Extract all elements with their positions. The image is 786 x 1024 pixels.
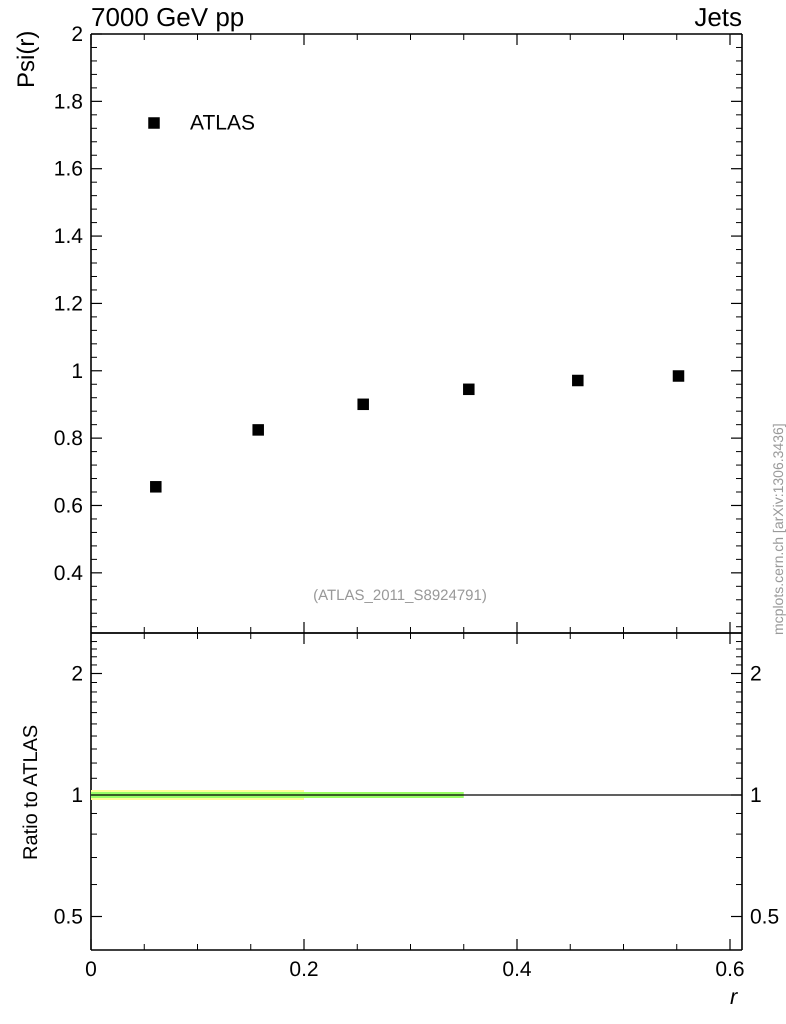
svg-text:2: 2 bbox=[71, 663, 83, 686]
svg-text:(ATLAS_2011_S8924791): (ATLAS_2011_S8924791) bbox=[313, 587, 487, 604]
svg-text:0.5: 0.5 bbox=[750, 906, 779, 929]
svg-text:0.8: 0.8 bbox=[54, 427, 83, 450]
svg-text:1: 1 bbox=[71, 784, 83, 807]
svg-text:ATLAS: ATLAS bbox=[190, 112, 255, 135]
svg-text:0.6: 0.6 bbox=[54, 494, 83, 517]
svg-text:0: 0 bbox=[85, 958, 97, 981]
svg-text:1.4: 1.4 bbox=[54, 225, 84, 248]
svg-text:2: 2 bbox=[71, 23, 83, 46]
svg-text:0.2: 0.2 bbox=[289, 958, 318, 981]
svg-text:2: 2 bbox=[750, 663, 762, 686]
svg-text:0.4: 0.4 bbox=[54, 562, 84, 585]
svg-text:1: 1 bbox=[750, 784, 762, 807]
svg-text:0.4: 0.4 bbox=[502, 958, 532, 981]
svg-text:0.5: 0.5 bbox=[54, 906, 83, 929]
svg-text:1.6: 1.6 bbox=[54, 158, 83, 181]
svg-text:1.2: 1.2 bbox=[54, 292, 83, 315]
svg-text:0.6: 0.6 bbox=[715, 958, 744, 981]
svg-text:1.8: 1.8 bbox=[54, 90, 83, 113]
svg-text:1: 1 bbox=[71, 360, 83, 383]
